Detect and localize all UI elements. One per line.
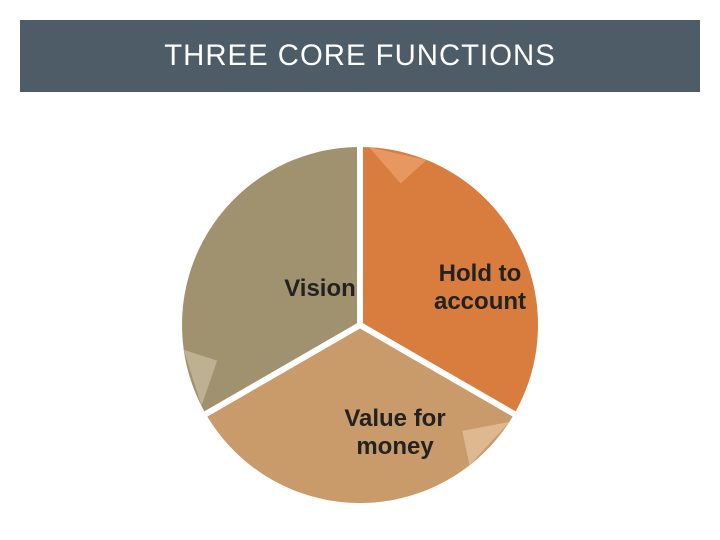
cycle-chart: Hold toaccountValue formoneyVision: [180, 145, 540, 505]
page-title: THREE CORE FUNCTIONS: [164, 39, 556, 73]
header-bar: THREE CORE FUNCTIONS: [20, 20, 700, 92]
chart-container: Hold toaccountValue formoneyVision: [0, 120, 720, 530]
